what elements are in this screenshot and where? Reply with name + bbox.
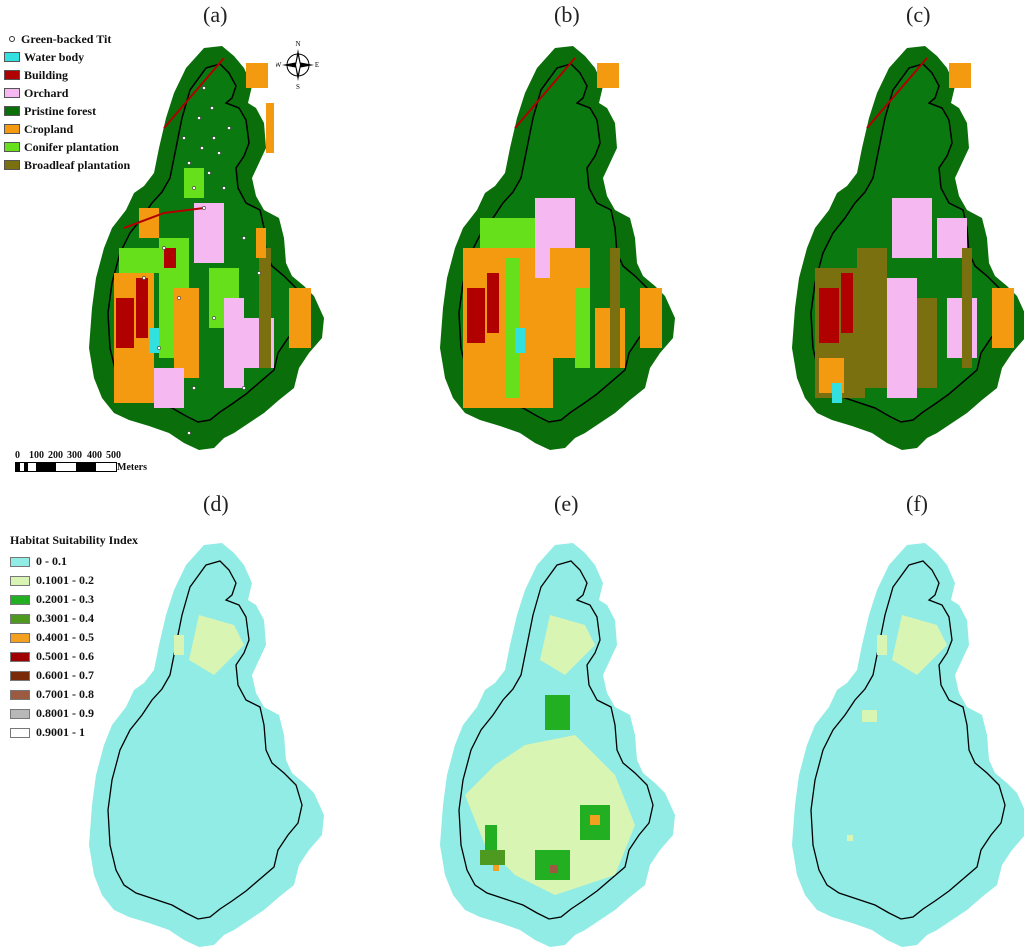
hsi-legend-item: 0.4001 - 0.5 xyxy=(10,628,138,647)
hsi-legend-title: Habitat Suitability Index xyxy=(10,533,139,547)
scale-tick: 100 xyxy=(29,450,44,461)
legend-label: Orchard xyxy=(24,85,69,100)
hsi-label: 0.6001 - 0.7 xyxy=(36,668,94,682)
panel-label-f: (f) xyxy=(906,491,928,516)
map-f xyxy=(792,543,1024,947)
panel-label-b: (b) xyxy=(554,2,580,27)
scale-tick: 300 xyxy=(67,450,82,461)
hsi-legend-item: 0.3001 - 0.4 xyxy=(10,609,138,628)
compass-s: S xyxy=(296,83,300,90)
legend-swatch xyxy=(4,124,20,134)
legend-item: Cropland xyxy=(4,120,130,138)
hsi-swatch xyxy=(10,708,30,719)
legend-swatch xyxy=(4,106,20,116)
hsi-label: 0 - 0.1 xyxy=(36,554,67,568)
hsi-swatch xyxy=(10,575,30,586)
map-e xyxy=(440,543,675,947)
legend-swatch xyxy=(4,52,20,62)
panel-label-e: (e) xyxy=(554,491,579,516)
hsi-swatch xyxy=(10,651,30,662)
scale-tick: 200 xyxy=(48,450,63,461)
legend-point-item: Green-backed Tit xyxy=(4,30,130,48)
hsi-legend-item: 0.1001 - 0.2 xyxy=(10,571,138,590)
legend-label: Conifer plantation xyxy=(24,139,119,154)
hsi-label: 0.5001 - 0.6 xyxy=(36,649,94,663)
hsi-legend-item: 0 - 0.1 xyxy=(10,552,138,571)
legend-item: Water body xyxy=(4,48,130,66)
hsi-swatch xyxy=(10,727,30,738)
legend-swatch xyxy=(4,88,20,98)
map-c xyxy=(792,46,1024,450)
map-a xyxy=(89,46,324,450)
scale-unit: Meters xyxy=(117,462,147,473)
scale-tick: 0 xyxy=(15,450,20,461)
hsi-label: 0.9001 - 1 xyxy=(36,725,85,739)
hsi-legend-item: 0.9001 - 1 xyxy=(10,723,138,742)
legend-label: Water body xyxy=(24,49,85,64)
hsi-legend-item: 0.6001 - 0.7 xyxy=(10,666,138,685)
hsi-label: 0.8001 - 0.9 xyxy=(36,706,94,720)
legend-label: Pristine forest xyxy=(24,103,97,118)
scale-tick: 400 xyxy=(87,450,102,461)
legend-item: Orchard xyxy=(4,84,130,102)
scale-bar: 0 100 200 300 400 500 Meters xyxy=(15,450,147,473)
panel-label-a: (a) xyxy=(203,2,228,27)
north-arrow-icon: N S E W xyxy=(276,40,319,90)
scale-graphic xyxy=(15,462,117,472)
hsi-label: 0.1001 - 0.2 xyxy=(36,573,94,587)
hsi-legend-item: 0.5001 - 0.6 xyxy=(10,647,138,666)
legend-item: Building xyxy=(4,66,130,84)
hsi-legend-item: 0.7001 - 0.8 xyxy=(10,685,138,704)
legend-item: Conifer plantation xyxy=(4,138,130,156)
legend-label: Building xyxy=(24,67,69,82)
point-symbol-icon xyxy=(9,36,15,42)
hsi-swatch xyxy=(10,594,30,605)
hsi-swatch xyxy=(10,670,30,681)
legend-swatch xyxy=(4,70,20,80)
hsi-legend: Habitat Suitability Index 0 - 0.1 0.1001… xyxy=(10,533,138,742)
panel-label-c: (c) xyxy=(906,2,931,27)
hsi-swatch xyxy=(10,689,30,700)
panel-label-d: (d) xyxy=(203,491,229,516)
legend-swatch xyxy=(4,142,20,152)
hsi-swatch xyxy=(10,556,30,567)
legend-label: Broadleaf plantation xyxy=(24,157,131,172)
landuse-legend: Green-backed Tit Water body Building Orc… xyxy=(4,30,130,174)
hsi-swatch xyxy=(10,613,30,624)
legend-item: Pristine forest xyxy=(4,102,130,120)
map-b xyxy=(440,46,675,450)
hsi-label: 0.4001 - 0.5 xyxy=(36,630,94,644)
legend-label: Cropland xyxy=(24,121,74,136)
hsi-legend-item: 0.2001 - 0.3 xyxy=(10,590,138,609)
compass-n: N xyxy=(295,40,300,48)
hsi-label: 0.2001 - 0.3 xyxy=(36,592,94,606)
legend-item: Broadleaf plantation xyxy=(4,156,130,174)
legend-point-label: Green-backed Tit xyxy=(21,31,112,46)
compass-w: W xyxy=(276,61,282,69)
hsi-swatch xyxy=(10,632,30,643)
hsi-legend-item: 0.8001 - 0.9 xyxy=(10,704,138,723)
scale-tick: 500 xyxy=(106,450,121,461)
hsi-label: 0.7001 - 0.8 xyxy=(36,687,94,701)
hsi-label: 0.3001 - 0.4 xyxy=(36,611,94,625)
map-d xyxy=(89,543,324,947)
compass-e: E xyxy=(315,61,319,69)
legend-swatch xyxy=(4,160,20,170)
